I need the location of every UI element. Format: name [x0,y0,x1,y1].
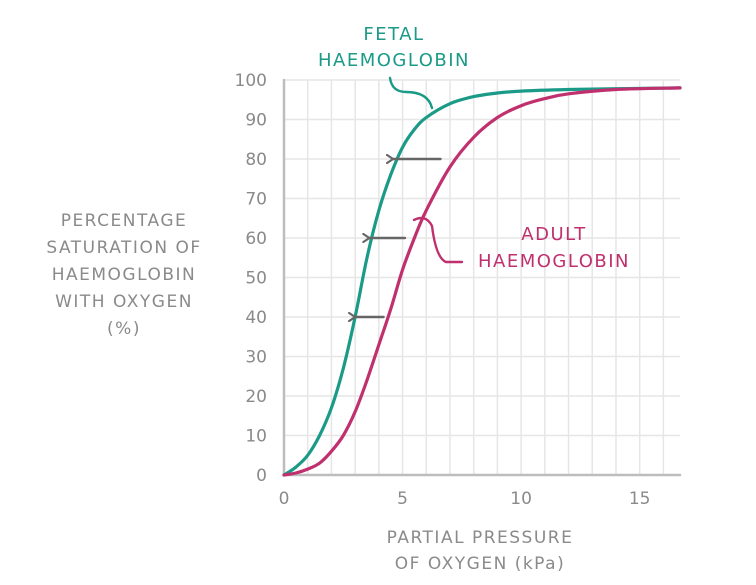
y-tick-label: 50 [245,269,267,289]
y-tick-label: 100 [235,71,267,91]
series-lines [282,86,682,477]
x-axis-title-line: PARTIAL PRESSURE [387,528,574,548]
y-tick-label: 80 [245,150,267,170]
y-tick-label: 90 [245,111,267,131]
adult-leader-line [412,216,464,264]
adult-label-line1: ADULT [521,224,586,245]
fetal-label-line2: HAEMOGLOBIN [318,50,470,71]
y-axis-title-line: (%) [107,319,141,339]
x-axis-title-line: OF OXYGEN (kPa) [395,554,565,574]
y-tick-label: 30 [245,348,267,368]
y-axis-title-line: HAEMOGLOBIN [52,265,197,285]
adult-label-line2: HAEMOGLOBIN [478,251,630,272]
x-tick-label: 10 [510,489,532,509]
y-tick-label: 20 [245,387,267,407]
y-axis-title-line: SATURATION OF [46,238,201,258]
labels: FETAL HAEMOGLOBIN ADULT HAEMOGLOBIN PERCENTA… [46,24,630,574]
y-tick-label: 60 [245,229,267,249]
x-tick-label: 5 [397,489,408,509]
axes [282,78,682,477]
y-tick-label: 70 [245,190,267,210]
tick-labels: 0 10 20 30 40 50 60 70 80 90 100 0 5 10 15 [235,71,651,509]
y-axis-title-line: PERCENTAGE [61,211,188,231]
fetal-leader-line [388,76,434,110]
fetal-label-line1: FETAL [363,24,424,45]
adult-haemoglobin-curve [282,86,682,477]
y-tick-label: 10 [245,427,267,447]
grid [284,79,680,475]
y-tick-label: 40 [245,308,267,328]
x-tick-label: 15 [629,489,651,509]
y-axis-title-line: WITH OXYGEN [55,292,193,312]
x-tick-label: 0 [279,489,290,509]
fetal-haemoglobin-curve [282,86,682,477]
shift-arrows [355,159,442,317]
y-tick-label: 0 [256,466,267,486]
